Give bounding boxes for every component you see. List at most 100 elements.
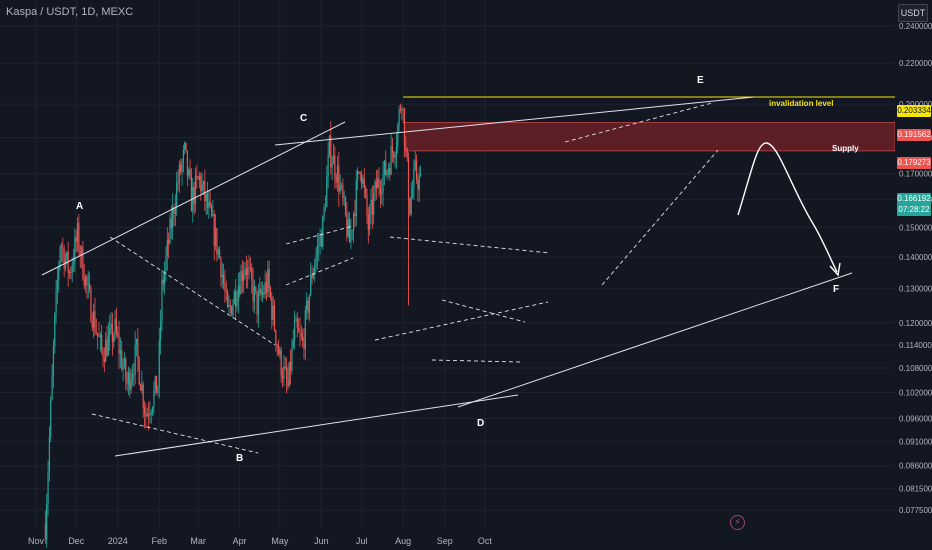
- candle: [381, 178, 383, 205]
- candle-body: [401, 108, 403, 111]
- candle: [80, 245, 83, 269]
- y-tick-label: 0.114000: [899, 341, 932, 350]
- candle-body: [411, 188, 414, 197]
- candle-body: [122, 366, 124, 370]
- candle: [143, 400, 146, 429]
- candle: [206, 181, 209, 215]
- candle: [71, 257, 73, 283]
- candle-body: [68, 272, 71, 273]
- candle-body: [248, 267, 250, 268]
- candle: [127, 366, 130, 395]
- candle: [146, 407, 148, 418]
- candle: [64, 252, 67, 272]
- candle: [351, 229, 353, 241]
- candle-body: [371, 199, 373, 215]
- candle-body: [358, 171, 360, 173]
- y-tick-label: 0.077500: [899, 506, 932, 515]
- candle-body: [399, 109, 402, 111]
- candle-body: [241, 270, 243, 282]
- y-tick-label: 0.108000: [899, 364, 932, 373]
- currency-button[interactable]: USDT: [898, 4, 928, 22]
- candle: [383, 159, 385, 186]
- candle: [413, 159, 415, 200]
- candle: [394, 151, 396, 168]
- supply-bottom-price-tag: 0.179273: [897, 157, 931, 169]
- candle-body: [95, 331, 97, 334]
- candle: [117, 326, 119, 339]
- candle: [367, 206, 369, 244]
- candle-body: [279, 350, 281, 355]
- candle-body: [292, 340, 294, 347]
- candle: [249, 257, 251, 273]
- candle: [338, 151, 340, 207]
- candle-body: [58, 265, 60, 281]
- candle-body: [78, 222, 80, 251]
- candle: [255, 285, 257, 295]
- candle: [194, 167, 197, 213]
- candle: [409, 197, 411, 217]
- candle: [352, 211, 355, 244]
- candle-body: [304, 310, 306, 350]
- candle: [198, 172, 201, 189]
- candle: [119, 337, 122, 368]
- candle: [311, 265, 313, 285]
- candle: [174, 194, 176, 226]
- candle: [253, 279, 256, 314]
- candle: [393, 150, 395, 164]
- candle: [232, 298, 234, 319]
- candle-body: [115, 318, 117, 333]
- candle: [158, 328, 160, 399]
- candle-body: [91, 321, 93, 328]
- candle: [131, 364, 134, 387]
- candle-body: [173, 207, 175, 214]
- candle: [374, 178, 376, 202]
- y-tick-label: 0.140000: [899, 253, 932, 262]
- candle-body: [409, 198, 411, 215]
- candle: [110, 312, 112, 335]
- supply-label: Supply: [832, 144, 859, 153]
- candle-body: [239, 286, 241, 295]
- candle-body: [66, 251, 68, 260]
- candle-body: [367, 214, 369, 231]
- candle: [339, 174, 341, 195]
- y-axis: 0.2400000.2200000.2000000.1850000.170000…: [895, 0, 932, 550]
- candle: [342, 178, 344, 206]
- candle-body: [374, 181, 376, 194]
- candle: [216, 227, 218, 262]
- candle-body: [189, 169, 191, 178]
- candle-body: [141, 384, 143, 391]
- candle: [154, 375, 156, 397]
- candle-body: [224, 283, 226, 292]
- candle: [248, 255, 250, 280]
- candle: [78, 214, 80, 257]
- candle: [292, 329, 294, 350]
- candle: [231, 305, 233, 317]
- candle: [227, 289, 229, 308]
- candle: [307, 297, 309, 320]
- candle: [46, 493, 48, 548]
- candle: [209, 189, 211, 209]
- candle: [56, 266, 59, 304]
- candle-body: [296, 319, 298, 329]
- lower-trendline-d-f: [457, 272, 853, 408]
- candle-body: [109, 327, 111, 336]
- candle-body: [287, 379, 289, 386]
- lightning-icon[interactable]: ⚡: [730, 515, 745, 530]
- candle-body: [213, 214, 215, 247]
- candle: [272, 296, 274, 326]
- candle: [303, 328, 305, 359]
- candle: [90, 285, 92, 323]
- candle: [260, 281, 262, 301]
- candle: [397, 122, 399, 154]
- invalidation-label: invalidation level: [769, 99, 834, 108]
- candle-body: [332, 155, 335, 165]
- candle-body: [419, 173, 422, 178]
- candle-body: [335, 177, 337, 183]
- candle-body: [62, 248, 64, 250]
- candle-body: [314, 265, 316, 273]
- candle-body: [379, 188, 381, 195]
- candle: [126, 371, 128, 392]
- candle-body: [344, 197, 347, 215]
